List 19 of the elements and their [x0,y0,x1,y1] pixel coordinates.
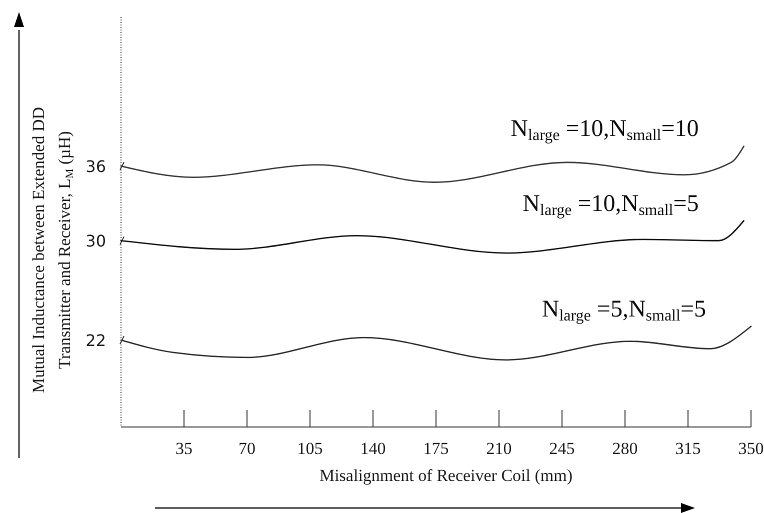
line-series [120,326,752,361]
x-tick-label: 280 [612,439,638,458]
line-series [120,220,744,254]
x-tick-label: 105 [297,439,323,458]
x-tick-label: 140 [360,439,386,458]
x-tick-label: 315 [675,439,701,458]
x-tick-label: 210 [486,439,512,458]
x-axis-title: Misalignment of Receiver Coil (mm) [319,466,573,485]
x-tick-label: 35 [176,439,192,458]
series-label: N$_{large}$ =5,N$_{small}$=5 [542,296,706,324]
x-tick-label: 245 [549,439,575,458]
series-label: N$_{large}$ =10,N$_{small}$=10 [510,116,699,144]
x-tick-label: 175 [423,439,449,458]
x-tick-label: 70 [238,439,256,458]
series-label: N$_{large}$ =10,N$_{small}$=5 [522,190,699,219]
x-tick-label: 350 [738,439,764,458]
y-tick-label: 22 [86,331,106,350]
y-tick-label: 36 [86,157,106,176]
y-tick-label: 30 [86,232,106,251]
